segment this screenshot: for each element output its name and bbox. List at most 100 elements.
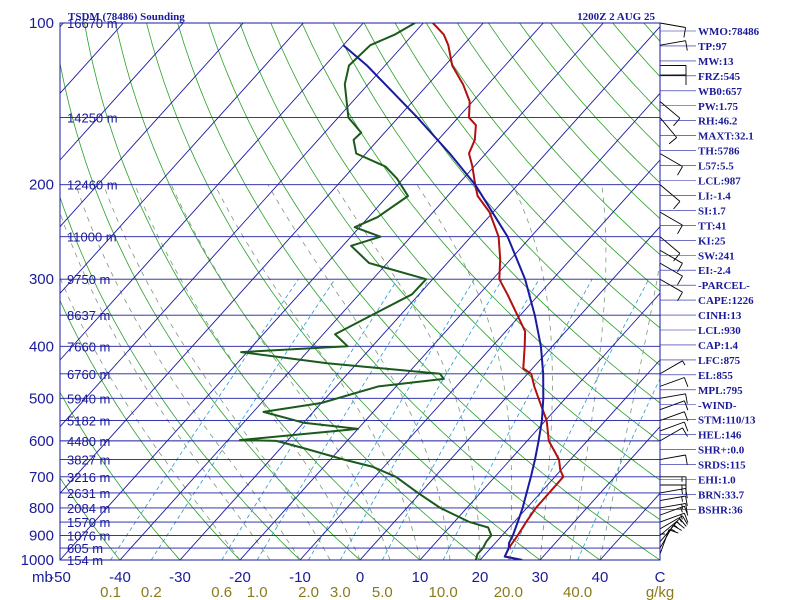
- dry-adiabat-line: [177, 23, 601, 560]
- wind-barb: [659, 153, 683, 176]
- height-label: 2631 m: [67, 486, 110, 501]
- index-entry: HEL:146: [698, 430, 742, 442]
- pressure-tick-label: 500: [29, 390, 54, 407]
- sounding-time: 1200Z 2 AUG 25: [577, 11, 655, 23]
- temperature-unit-label: C: [655, 569, 666, 586]
- moist-adiabat-line: [599, 260, 660, 560]
- moist-adiabat-line: [416, 184, 513, 560]
- index-entry: -PARCEL-: [698, 280, 750, 292]
- index-entry: CAPE:1226: [698, 295, 754, 307]
- wind-barb: [659, 184, 681, 210]
- wind-barb: [659, 262, 683, 286]
- index-entry: STM:110/13: [698, 415, 756, 427]
- temperature-tick-label: -50: [49, 569, 71, 586]
- wind-barb: [659, 278, 683, 302]
- wind-barb: [659, 502, 688, 514]
- wind-barb: [659, 249, 683, 273]
- height-label: 5182 m: [67, 414, 110, 429]
- wind-barb: [659, 505, 689, 516]
- temperature-tick-label: -10: [289, 569, 311, 586]
- moist-adiabat-line: [60, 276, 241, 560]
- moist-adiabat-line: [214, 184, 421, 560]
- mixing-ratio-label: 40.0: [563, 584, 592, 600]
- index-entry: FRZ:545: [698, 71, 741, 83]
- index-entry: EI:-2.4: [698, 265, 731, 277]
- mixing-ratio-label: 5.0: [372, 584, 393, 600]
- height-label: 7660 m: [67, 339, 110, 354]
- pressure-tick-label: 600: [29, 433, 54, 450]
- index-entry: EL:855: [698, 370, 733, 382]
- mixing-ratio-unit-label: g/kg: [646, 584, 674, 600]
- wind-barb: [659, 360, 686, 375]
- wind-barbs: [659, 22, 689, 560]
- temperature-tick-label: 40: [592, 569, 609, 586]
- temperature-tick-label: 0: [356, 569, 364, 586]
- index-entry: -WIND-: [698, 400, 737, 412]
- height-label: 8637 m: [67, 308, 110, 323]
- pressure-tick-label: 800: [29, 500, 54, 517]
- index-entry: MPL:795: [698, 385, 743, 397]
- temperature-tick-label: 10: [412, 569, 429, 586]
- pressure-tick-label: 1000: [21, 552, 54, 569]
- mixing-ratio-label: 1.0: [247, 584, 268, 600]
- wind-barb: [659, 515, 688, 530]
- temperature-tick-label: -30: [169, 569, 191, 586]
- index-entry: MAXT:32.1: [698, 131, 754, 143]
- mixing-ratio-line: [577, 377, 660, 560]
- wind-barb: [659, 377, 689, 388]
- height-label: 1076 m: [67, 528, 110, 543]
- index-entry: BRN:33.7: [698, 489, 745, 501]
- index-entry: TH:5786: [698, 146, 740, 158]
- isotherm-line: [60, 23, 364, 361]
- mixing-ratio-line: [256, 278, 430, 560]
- wind-barb: [659, 101, 681, 127]
- mixing-ratio-label: 3.0: [330, 584, 351, 600]
- mixing-ratio-label: 0.6: [211, 584, 232, 600]
- isotherm-line: [60, 23, 424, 428]
- height-label: 11000 m: [67, 230, 117, 245]
- index-entry: TP:97: [698, 41, 727, 53]
- plot-frame: [59, 22, 661, 561]
- mixing-ratio-label: 0.2: [141, 584, 162, 600]
- height-label: 4480 m: [67, 434, 110, 449]
- pressure-tick-label: 700: [29, 469, 54, 486]
- index-entry: SW:241: [698, 250, 735, 262]
- wind-barb: [659, 117, 678, 145]
- mixing-ratio-label: 20.0: [494, 584, 523, 600]
- index-entry: MW:13: [698, 56, 734, 68]
- wind-barb: [659, 393, 688, 404]
- moist-adiabat-line: [60, 211, 271, 560]
- height-label: 2084 m: [67, 501, 110, 516]
- mixing-ratio-line: [507, 279, 650, 560]
- station-title: TSDM (78486) Sounding: [68, 11, 185, 23]
- height-label: 14250 m: [67, 111, 118, 126]
- mixing-ratio-line: [308, 278, 475, 560]
- index-entry: LI:-1.4: [698, 190, 731, 202]
- isobar-lines: [60, 22, 660, 561]
- moist-adiabat-line: [103, 184, 331, 560]
- isotherm-line: [60, 23, 184, 161]
- isotherm-line: [60, 23, 484, 495]
- wind-barb: [659, 236, 681, 262]
- pressure-tick-label: 200: [29, 177, 54, 194]
- index-entry: BSHR:36: [698, 504, 743, 516]
- isotherm-line: [60, 23, 544, 560]
- index-entry: WB0:657: [698, 86, 743, 98]
- mixing-ratio-label: 0.1: [100, 584, 121, 600]
- index-entry: L57:5.5: [698, 161, 734, 173]
- dry-adiabat-line: [239, 23, 660, 521]
- wind-barb: [659, 518, 687, 536]
- index-entry: KI:25: [698, 235, 726, 247]
- isotherm-line: [179, 25, 660, 560]
- sounding-profiles: [238, 23, 565, 560]
- dry-adiabat-line: [208, 23, 660, 560]
- index-entry: LCL:930: [698, 325, 741, 337]
- pressure-tick-label: 100: [29, 15, 54, 32]
- pressure-unit-label: mb: [32, 569, 53, 586]
- isotherm-line: [60, 23, 304, 295]
- wind-barb: [659, 454, 688, 465]
- moist-adiabat-line: [512, 184, 553, 560]
- dry-adiabat-line: [488, 23, 660, 220]
